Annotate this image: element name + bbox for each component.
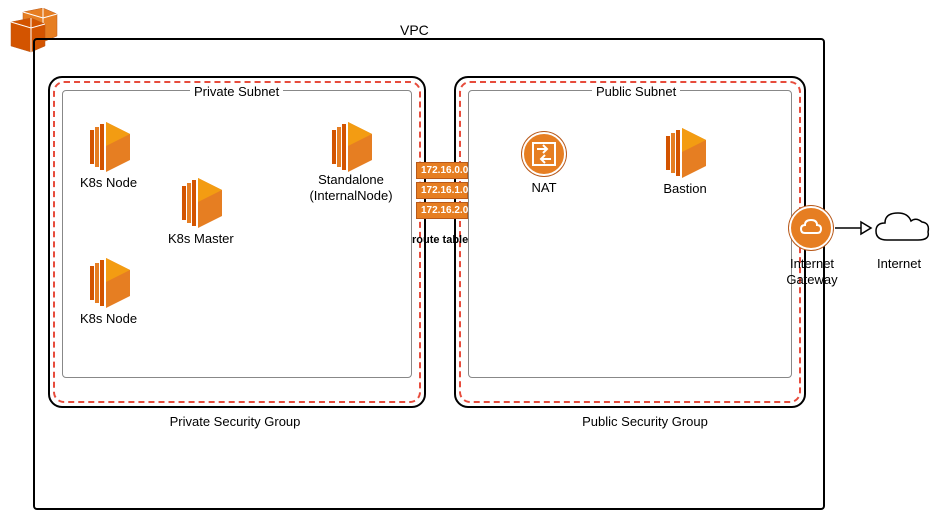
- server-icon: [84, 258, 134, 308]
- bastion-host: Bastion: [660, 128, 710, 196]
- private-security-group-label: Private Security Group: [160, 414, 310, 429]
- route-entry: 172.16.1.0: [416, 182, 468, 199]
- vpc-label: VPC: [400, 22, 429, 38]
- cloud-icon: [789, 206, 833, 250]
- nat-gateway: NAT: [522, 132, 566, 195]
- standalone-label: Standalone (InternalNode): [296, 172, 406, 203]
- internet-cloud: [872, 208, 932, 251]
- k8s-master-label: K8s Master: [168, 231, 234, 246]
- route-table-label: route table: [412, 234, 468, 246]
- server-icon: [326, 122, 376, 172]
- k8s-master: K8s Master: [168, 178, 234, 246]
- server-icon: [176, 178, 226, 228]
- server-icon: [84, 122, 134, 172]
- k8s-node-2: K8s Node: [80, 258, 137, 326]
- k8s-node-1-label: K8s Node: [80, 175, 137, 190]
- internet-gateway-label: Internet Gateway: [772, 256, 852, 287]
- public-security-group-label: Public Security Group: [580, 414, 710, 429]
- internet-gateway: [789, 206, 833, 250]
- internet-cloud-icon: [872, 208, 932, 248]
- public-subnet-box: [468, 90, 792, 378]
- bastion-label: Bastion: [660, 181, 710, 196]
- public-subnet-label: Public Subnet: [592, 84, 680, 99]
- route-entry: 172.16.2.0: [416, 202, 468, 219]
- nat-icon: [522, 132, 566, 176]
- nat-label: NAT: [522, 180, 566, 195]
- k8s-node-1: K8s Node: [80, 122, 137, 190]
- route-table: 172.16.0.0 172.16.1.0 172.16.2.0: [416, 162, 468, 219]
- private-subnet-label: Private Subnet: [190, 84, 283, 99]
- server-icon: [660, 128, 710, 178]
- igw-to-internet-arrow: [833, 218, 873, 238]
- standalone-node: Standalone (InternalNode): [296, 122, 406, 203]
- internet-label: Internet: [877, 256, 921, 271]
- k8s-node-2-label: K8s Node: [80, 311, 137, 326]
- route-entry: 172.16.0.0: [416, 162, 468, 179]
